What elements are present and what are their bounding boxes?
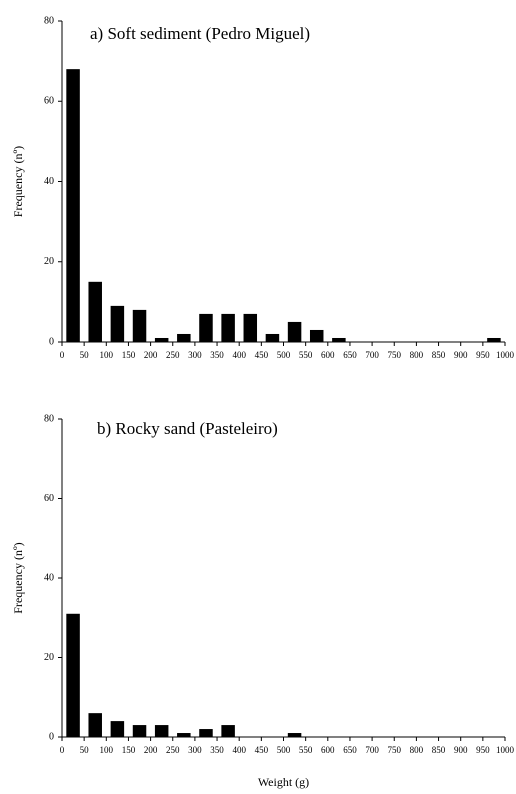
panel-b-x-tick-label: 800 [410,745,424,755]
panel-a-bar [487,337,501,342]
panel-a-soft-sediment: a) Soft sediment (Pedro Miguel) Frequenc… [11,15,515,360]
panel-b-x-tick-label: 150 [122,745,136,755]
panel-a-bar [287,321,302,342]
panel-b-x-tick-label: 950 [476,745,490,755]
panel-b-bar [110,721,125,737]
panel-b-x-tick-label: 200 [144,745,158,755]
panel-a-x-tick-label: 100 [100,350,114,360]
panel-a-bar [199,313,213,342]
panel-a-x-tick-label: 350 [210,350,224,360]
panel-b-x-tick-label: 400 [232,745,246,755]
panel-a-bar [132,309,147,342]
panel-a-x-tick-label: 1000 [496,350,515,360]
panel-b-y-tick-label: 40 [44,572,54,583]
panel-b-x-tick-label: 500 [277,745,291,755]
panel-b-x-tick-label: 50 [80,745,90,755]
panel-a-y-tick-label: 40 [44,176,54,187]
panel-b-x-tick-label: 750 [388,745,402,755]
panel-b-bar [88,713,102,737]
panel-a-x-tick-label: 450 [255,350,269,360]
panel-a-x-tick-label: 950 [476,350,490,360]
panel-a-x-tick-label: 800 [410,350,424,360]
panel-a-x-tick-label: 50 [80,350,90,360]
panel-a-bar [221,313,235,342]
panel-a-x-tick-label: 900 [454,350,468,360]
panel-a-x-tick-label: 400 [232,350,246,360]
panel-a-x-tick-label: 550 [299,350,313,360]
panel-b-y-axis-label: Frequency (nº) [11,542,25,613]
panel-b-rocky-sand: b) Rocky sand (Pasteleiro) Frequency (nº… [11,413,515,789]
panel-a-y-tick-label: 20 [44,256,54,267]
panel-b-x-tick-label: 450 [255,745,269,755]
panel-a-bar [332,337,346,342]
panel-b-y-tick-label: 80 [44,413,54,424]
panel-b-x-tick-label: 700 [365,745,379,755]
panel-a-bar [110,305,125,342]
panel-b-x-tick-label: 600 [321,745,335,755]
panel-b-y-tick-label: 0 [49,731,54,742]
panel-a-y-axis-label: Frequency (nº) [11,146,25,217]
panel-a-bar [177,333,191,342]
panel-b-x-axis-label: Weight (g) [258,775,309,789]
panel-a-y-tick-label: 60 [44,96,54,107]
panel-a-y-tick-label: 80 [44,15,54,26]
panel-a-x-tick-label: 0 [60,350,65,360]
panel-b-x-tick-label: 1000 [496,745,515,755]
panel-a-x-tick-label: 150 [122,350,136,360]
panel-a-x-tick-label: 700 [365,350,379,360]
panel-a-x-tick-label: 600 [321,350,335,360]
panel-a-x-tick-label: 750 [388,350,402,360]
panel-a-bar [88,281,102,342]
panel-a-bar [243,313,258,342]
panel-b-x-tick-label: 650 [343,745,357,755]
panel-b-x-tick-label: 350 [210,745,224,755]
panel-a-bar [309,329,324,342]
panel-b-x-tick-label: 850 [432,745,446,755]
panel-a-bars [66,69,501,343]
panel-b-x-tick-label: 300 [188,745,202,755]
panel-a-y-tick-label: 0 [49,336,54,347]
panel-b-x-tick-label: 0 [60,745,65,755]
panel-b-x-tick-label: 250 [166,745,180,755]
panel-b-x-tick-label: 100 [100,745,114,755]
panel-a-x-tick-label: 500 [277,350,291,360]
panel-b-bar [154,725,169,737]
panel-b-bar [66,613,80,737]
panel-b-y-tick-label: 60 [44,493,54,504]
panel-a-x-tick-label: 850 [432,350,446,360]
panel-b-bar [177,733,191,737]
panel-b-y-tick-label: 20 [44,652,54,663]
panel-b-x-tick-label: 900 [454,745,468,755]
panel-b-bar [221,725,235,737]
panel-a-x-tick-label: 650 [343,350,357,360]
panel-a-bar [154,337,169,342]
panel-a-x-tick-label: 200 [144,350,158,360]
panel-b-bar [199,729,213,737]
panel-b-bar [287,733,302,737]
panel-a-title: a) Soft sediment (Pedro Miguel) [90,24,310,43]
panel-a-x-tick-label: 250 [166,350,180,360]
panel-b-title: b) Rocky sand (Pasteleiro) [97,419,278,438]
panel-b-bars [66,613,302,737]
panel-b-x-tick-label: 550 [299,745,313,755]
panel-a-bar [66,69,80,343]
panel-a-bar [265,333,280,342]
panel-b-bar [132,725,147,737]
panel-a-x-tick-label: 300 [188,350,202,360]
